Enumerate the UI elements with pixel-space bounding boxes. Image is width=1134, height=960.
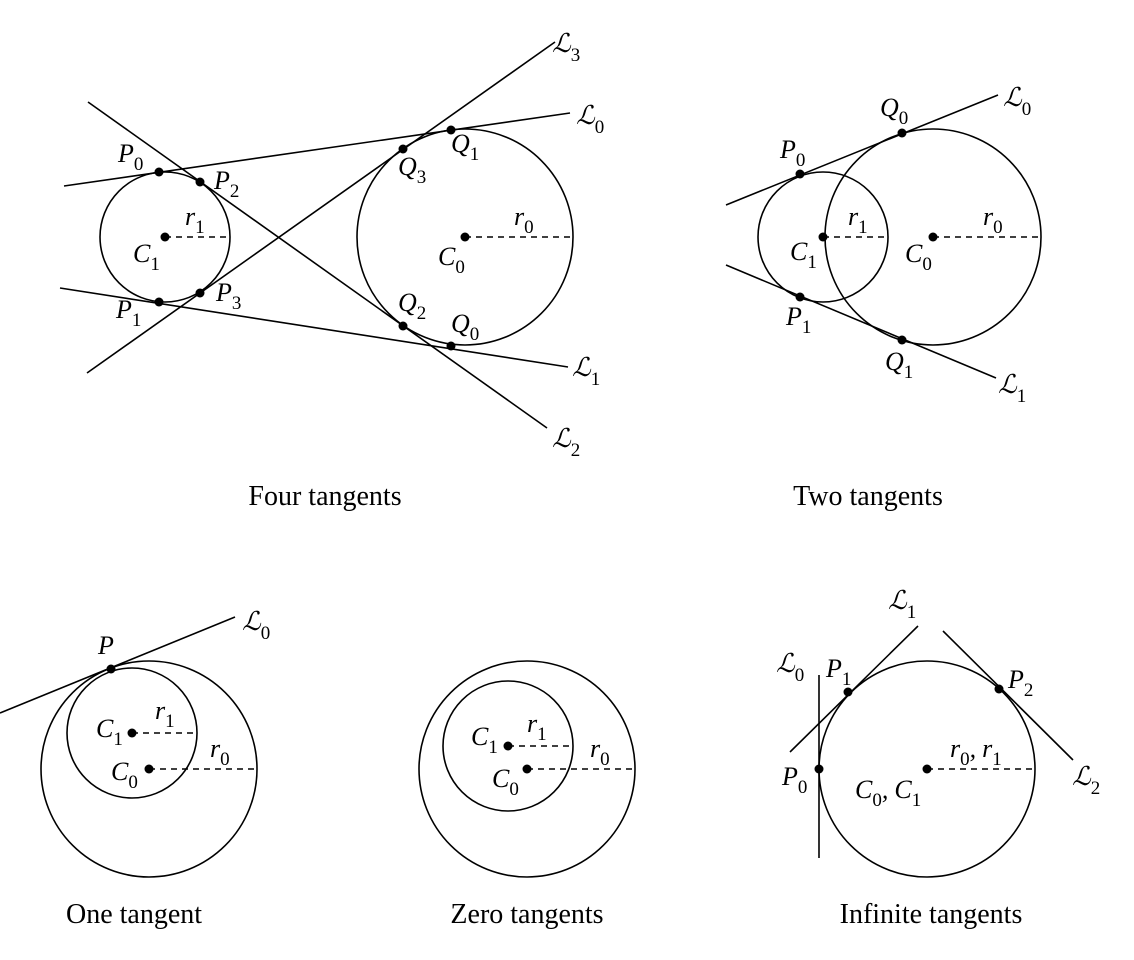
center-point-c1 (127, 728, 137, 738)
tangent-point-q3 (398, 144, 408, 154)
label-l3: ℒ3 (552, 29, 580, 66)
panel-zero-tangents: r1 C1 r0 C0 Zero tangents (418, 660, 636, 930)
tangent-point-p0 (814, 764, 824, 774)
panel-four-tangents: ℒ3 ℒ0 ℒ1 ℒ2 P0 P2 P1 P3 r1 C1 Q1 Q3 r0 C… (59, 29, 604, 512)
tangent-line-l1 (725, 264, 997, 379)
label-c0: C0 (111, 757, 138, 793)
center-point-c1 (160, 232, 170, 242)
label-p0: P0 (781, 762, 807, 798)
circle-c0 (418, 660, 636, 878)
panel-one-tangent: ℒ0 P r1 C1 r0 C0 One tangent (0, 607, 270, 930)
tangent-point-q1 (446, 125, 456, 135)
tangent-point-q0 (897, 128, 907, 138)
center-point-c1 (503, 741, 513, 751)
center-point-c1 (818, 232, 828, 242)
circle-c0 (356, 128, 574, 346)
label-r0: r0 (210, 734, 230, 770)
label-p3: P3 (215, 278, 241, 314)
tangent-point-q1 (897, 335, 907, 345)
tangent-point-p2 (994, 684, 1004, 694)
label-l2: ℒ2 (552, 424, 580, 461)
label-p1: P1 (115, 295, 141, 331)
circle-c1 (66, 667, 198, 799)
panel-infinite-tangents: ℒ1 ℒ0 ℒ2 P1 P2 P0 r0, r1 C0, C1 Infinite t… (776, 586, 1100, 930)
tangent-point-p0 (795, 169, 805, 179)
label-q0: Q0 (451, 309, 479, 345)
label-r1: r1 (848, 202, 868, 238)
tangent-point-p0 (154, 167, 164, 177)
label-c1: C1 (96, 714, 123, 750)
label-p2: P2 (213, 166, 239, 202)
label-q1: Q1 (885, 347, 913, 383)
caption-infinite-tangents: Infinite tangents (840, 899, 1023, 930)
tangent-point-p2 (195, 177, 205, 187)
label-l1: ℒ1 (998, 370, 1026, 407)
tangent-line-l3 (86, 41, 556, 374)
label-c1: C1 (133, 239, 160, 275)
label-r1: r1 (185, 202, 205, 238)
tangent-point-p1 (795, 292, 805, 302)
label-q0: Q0 (880, 93, 908, 129)
label-l1: ℒ1 (572, 353, 600, 390)
tangent-line-l2 (942, 630, 1074, 761)
tangent-point-q0 (446, 341, 456, 351)
label-c0: C0 (905, 239, 932, 275)
label-l0: ℒ0 (776, 649, 804, 686)
caption-two-tangents: Two tangents (793, 481, 943, 512)
center-point-c0 (144, 764, 154, 774)
label-r1: r1 (527, 709, 547, 745)
label-c0-c1: C0, C1 (855, 775, 921, 811)
tangent-point-p1 (843, 687, 853, 697)
label-l0: ℒ0 (576, 101, 604, 138)
circle-c1 (442, 680, 574, 812)
tangent-point-p (106, 664, 116, 674)
label-r0-r1: r0, r1 (950, 734, 1002, 770)
label-c1: C1 (471, 722, 498, 758)
label-r0: r0 (590, 734, 610, 770)
center-point-c0-c1 (922, 764, 932, 774)
label-c1: C1 (790, 237, 817, 273)
label-q2: Q2 (398, 288, 426, 324)
circle-c0 (40, 660, 258, 878)
label-l0: ℒ0 (1003, 83, 1031, 120)
label-p2: P2 (1007, 665, 1033, 701)
tangent-point-q2 (398, 321, 408, 331)
label-r0: r0 (514, 202, 534, 238)
caption-zero-tangents: Zero tangents (450, 899, 603, 930)
label-q3: Q3 (398, 152, 426, 188)
label-p0: P0 (117, 139, 143, 175)
tangent-line-l2 (87, 101, 548, 429)
label-l1: ℒ1 (888, 586, 916, 623)
label-p1: P1 (825, 654, 851, 690)
center-point-c0 (522, 764, 532, 774)
label-c0: C0 (438, 242, 465, 278)
tangent-line-l1 (789, 625, 919, 753)
label-l2: ℒ2 (1072, 762, 1100, 799)
panel-two-tangents: ℒ0 ℒ1 Q0 P0 r1 r0 C1 C0 P1 Q1 Two tangen… (725, 83, 1042, 512)
label-p1: P1 (785, 302, 811, 338)
label-r0: r0 (983, 202, 1003, 238)
tangent-point-p3 (195, 288, 205, 298)
caption-four-tangents: Four tangents (248, 481, 401, 512)
label-p: P (97, 631, 114, 660)
label-l0: ℒ0 (242, 607, 270, 644)
tangent-line-l0 (0, 616, 236, 714)
label-c0: C0 (492, 764, 519, 800)
label-r1: r1 (155, 696, 175, 732)
tangent-line-l1 (59, 287, 569, 368)
center-point-c0 (460, 232, 470, 242)
caption-one-tangent: One tangent (66, 899, 202, 930)
tangent-line-l0 (63, 112, 571, 187)
tangent-line-l0 (725, 94, 999, 206)
circle-c1 (757, 171, 889, 303)
tangent-point-p1 (154, 297, 164, 307)
label-q1: Q1 (451, 129, 479, 165)
label-p0: P0 (779, 135, 805, 171)
center-point-c0 (928, 232, 938, 242)
